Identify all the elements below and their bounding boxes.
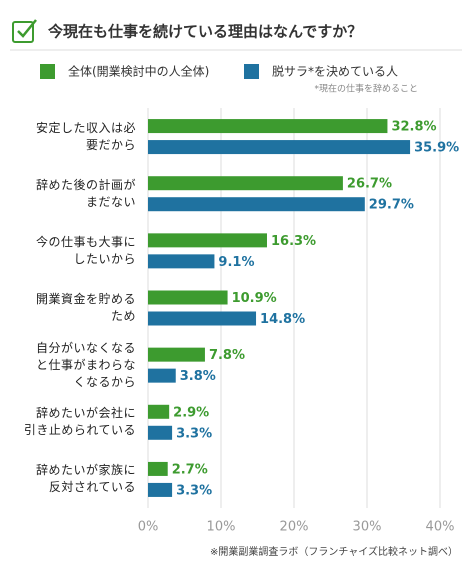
value-label: 2.7%	[172, 462, 208, 477]
value-label: 29.7%	[369, 198, 414, 213]
x-tick-label: 10%	[207, 520, 236, 535]
category-label: 辞めたいが家族に 反対されている	[35, 463, 136, 495]
x-tick-label: 0%	[138, 520, 159, 535]
x-tick-label: 30%	[353, 520, 382, 535]
note: *現在の仕事を辞めること	[314, 83, 418, 95]
value-label: 2.9%	[173, 405, 209, 420]
value-label: 3.3%	[176, 426, 212, 441]
legend-label: 全体(開業検討中の人全体)	[68, 64, 209, 79]
value-label: 3.3%	[176, 483, 212, 498]
legend-label: 脱サラ*を決めている人	[272, 64, 398, 79]
bar	[148, 368, 176, 383]
category-label: 辞めたいが会社に 引き止められている	[23, 406, 136, 438]
source: ※開業副業調査ラボ（フランチャイズ比較ネット調べ）	[210, 545, 458, 558]
category-label: 辞めた後の計画が まだない	[35, 177, 136, 209]
value-label: 3.8%	[180, 369, 216, 384]
bar	[148, 176, 343, 191]
legend-swatch	[40, 64, 55, 79]
category-label: 開業資金を貯める ため	[35, 292, 136, 323]
value-label: 32.8%	[391, 120, 436, 135]
bar	[148, 425, 173, 440]
value-label: 35.9%	[414, 141, 459, 156]
check-icon	[12, 19, 37, 43]
value-label: 26.7%	[347, 177, 392, 192]
legend-swatch	[244, 64, 259, 79]
bar	[148, 119, 388, 134]
bar	[148, 233, 267, 248]
bar	[148, 311, 257, 326]
value-label: 9.1%	[218, 255, 254, 270]
bar	[148, 290, 228, 305]
value-label: 10.9%	[232, 291, 277, 306]
x-tick-label: 40%	[426, 520, 455, 535]
value-label: 7.8%	[209, 348, 245, 363]
bar	[148, 140, 411, 155]
x-tick-label: 20%	[280, 520, 309, 535]
value-label: 16.3%	[271, 234, 316, 249]
bar	[148, 254, 215, 269]
chart-title: 今現在も仕事を続けている理由はなんですか？	[47, 23, 362, 41]
bar	[148, 461, 168, 476]
value-label: 14.8%	[260, 312, 305, 327]
bar	[148, 404, 170, 419]
category-label: 今の仕事も大事に したいから	[35, 234, 136, 266]
bar	[148, 347, 205, 362]
category-label: 安定した収入は必 要だから	[35, 120, 136, 152]
bar	[148, 197, 365, 212]
category-label: 自分がいなくなる と仕事がまわらな くなるから	[35, 340, 136, 389]
bar	[148, 482, 173, 497]
